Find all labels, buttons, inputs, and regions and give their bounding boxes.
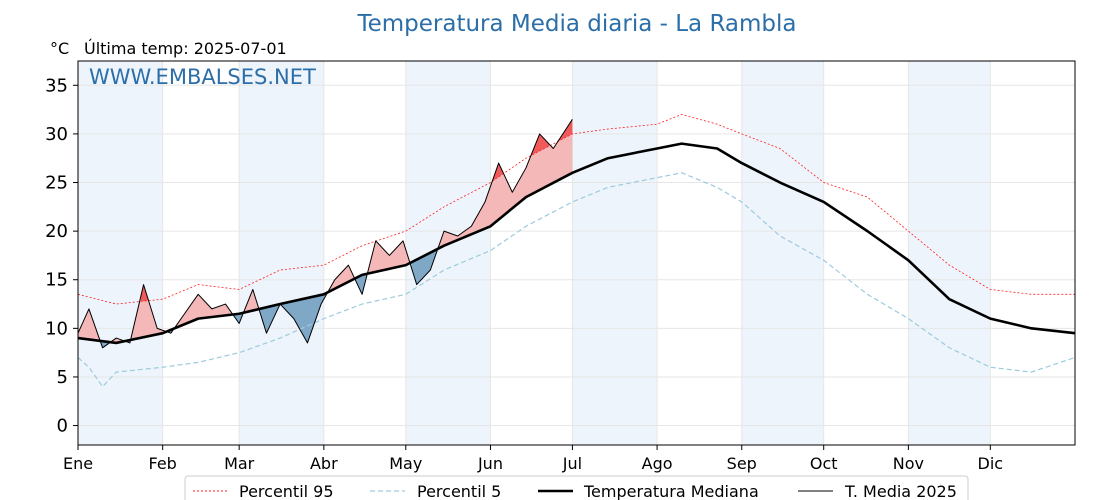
y-tick-label: 0	[57, 416, 68, 437]
below-median-fill	[281, 291, 328, 343]
below-median-fill	[355, 272, 368, 295]
x-tick-label: May	[389, 454, 422, 473]
x-tick-label: Oct	[810, 454, 838, 473]
plot-frame	[77, 60, 1076, 446]
above-median-fill	[78, 308, 102, 344]
legend-median-label: Temperatura Mediana	[583, 482, 759, 500]
month-band-ene	[78, 61, 163, 445]
y-axis-ticks: 0 5 10 15 20 25 30 35	[45, 75, 78, 437]
series-lines	[77, 114, 1076, 388]
month-band-mar	[239, 61, 324, 445]
line-p95	[77, 114, 1075, 305]
y-tick-label: 10	[45, 318, 68, 339]
above-median-fill	[174, 294, 234, 329]
below-median-fill	[259, 304, 281, 334]
y-tick-label: 20	[45, 221, 68, 242]
x-axis-ticks: Ene Feb Mar Abr May Jun Jul Ago Sep Oct Nov Dic	[63, 445, 1003, 473]
chart-title: Temperatura Media diaria - La Rambla	[356, 11, 796, 37]
x-tick-label: Feb	[149, 454, 177, 473]
month-band-may	[405, 61, 491, 445]
y-tick-label: 25	[45, 173, 68, 194]
above-p95-fill	[140, 284, 148, 302]
legend-media-label: T. Media 2025	[844, 482, 957, 500]
last-temp-label: Última temp: 2025-07-01	[84, 39, 287, 58]
legend-box	[184, 475, 969, 500]
above-median-fill	[131, 284, 167, 340]
x-tick-label: Mar	[224, 454, 255, 473]
above-median-fill	[327, 265, 356, 293]
x-tick-label: Ago	[642, 454, 673, 473]
above-median-fill	[244, 289, 260, 313]
month-band-nov	[908, 61, 991, 445]
y-tick-label: 35	[45, 75, 68, 96]
x-tick-label: Jun	[477, 454, 503, 473]
line-p5	[77, 172, 1076, 388]
line-media	[77, 119, 573, 349]
x-tick-label: Jul	[562, 454, 582, 473]
x-tick-label: Sep	[727, 454, 757, 473]
month-bands	[78, 61, 991, 445]
above-median-fill	[438, 119, 573, 249]
legend-p5-label: Percentil 5	[417, 482, 501, 500]
below-median-fill	[411, 246, 439, 285]
line-median	[77, 142, 1076, 345]
x-tick-label: Dic	[978, 454, 1004, 473]
y-unit-label: °C	[50, 39, 69, 58]
legend-p95-label: Percentil 95	[239, 482, 334, 500]
x-tick-label: Nov	[893, 454, 924, 473]
y-tick-label: 30	[45, 124, 68, 145]
y-tick-label: 15	[45, 270, 68, 291]
above-p95-fill	[531, 133, 550, 156]
legend: Percentil 95 Percentil 5 Temperatura Med…	[184, 475, 969, 500]
y-tick-label: 5	[57, 367, 68, 388]
watermark: WWW.EMBALSES.NET	[89, 65, 316, 89]
x-tick-label: Ene	[63, 454, 93, 473]
x-tick-label: Abr	[310, 454, 338, 473]
month-band-jul	[572, 61, 658, 445]
